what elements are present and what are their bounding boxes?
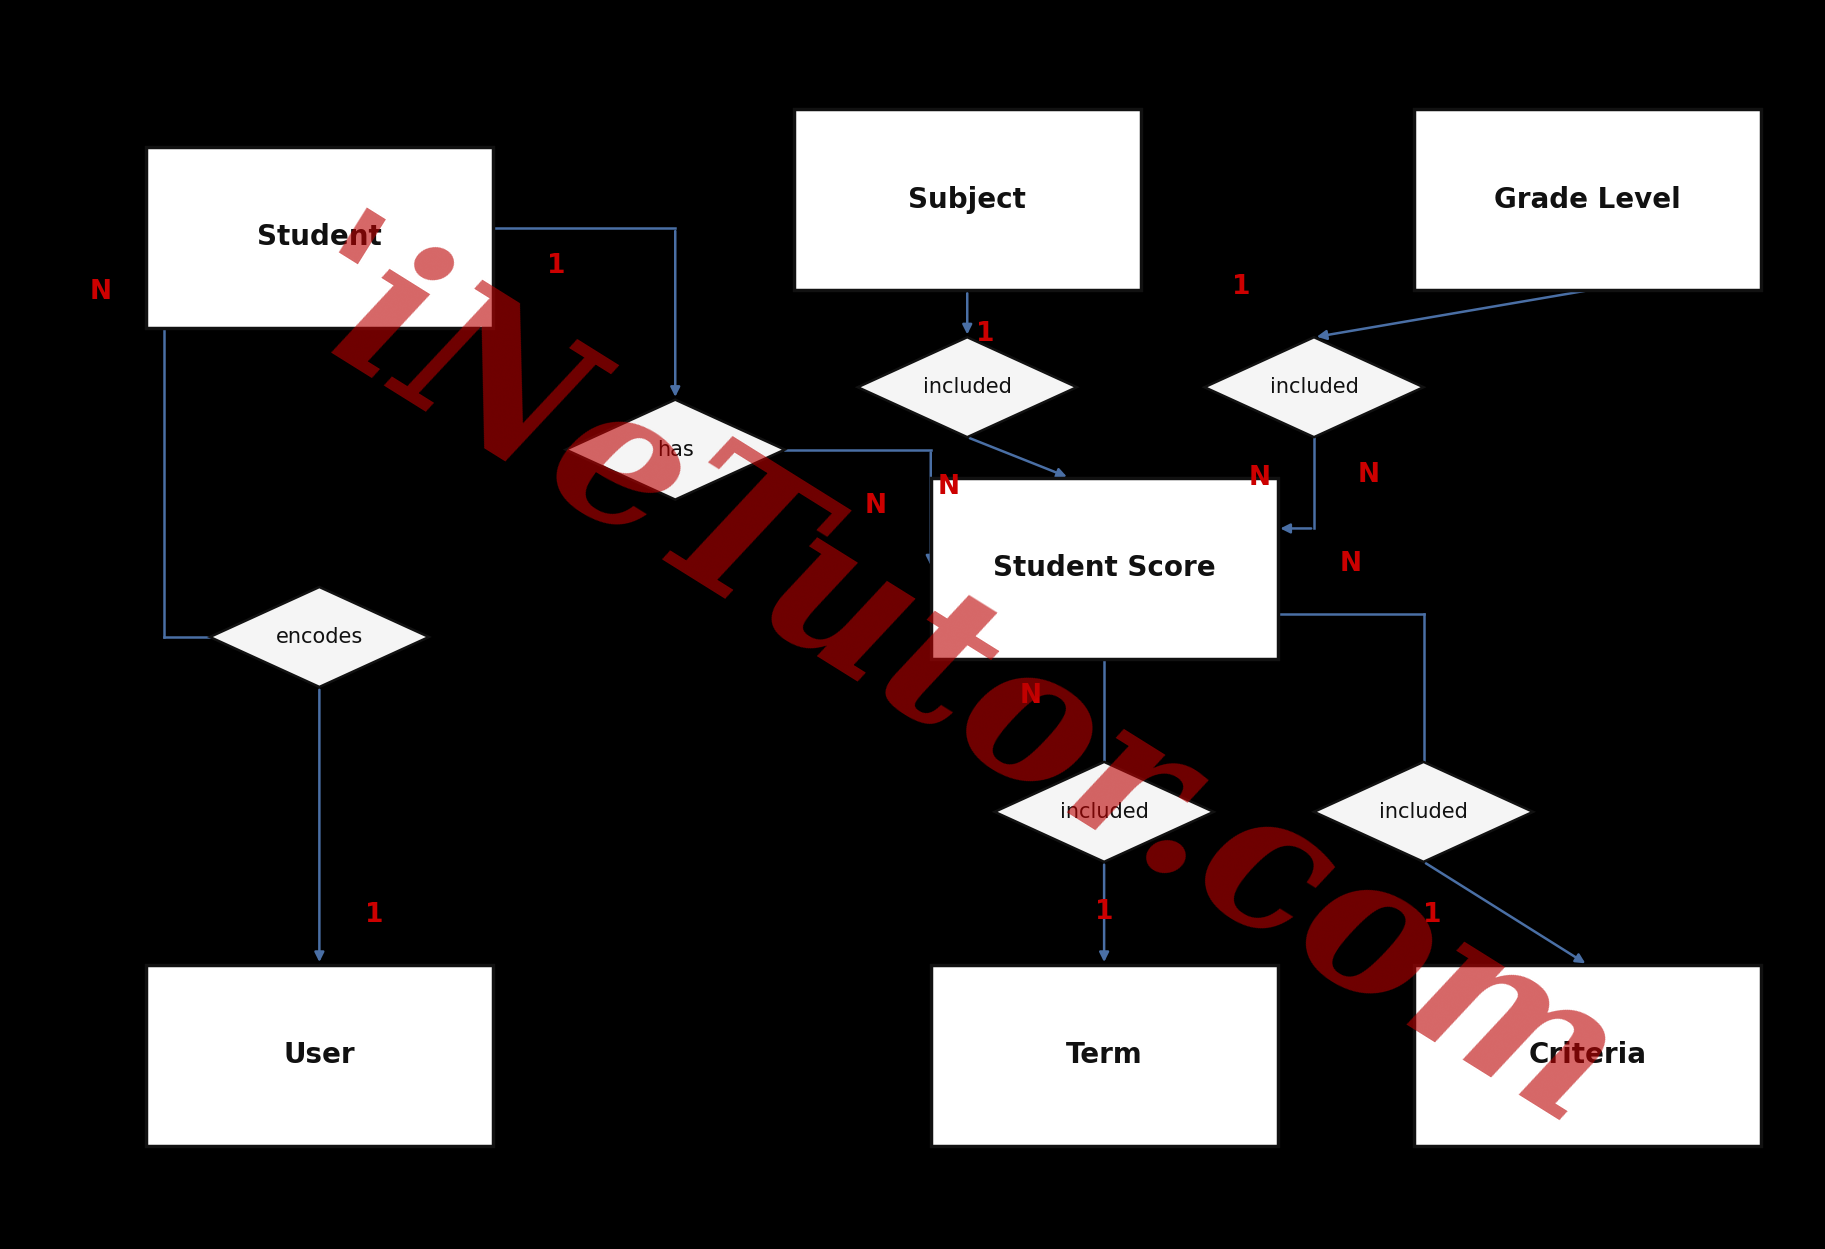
Polygon shape (566, 400, 785, 500)
Text: 1: 1 (1424, 902, 1442, 928)
Text: Term: Term (1066, 1042, 1142, 1069)
Text: 1: 1 (1232, 275, 1250, 300)
Polygon shape (858, 337, 1077, 437)
Text: Grade Level: Grade Level (1495, 186, 1681, 214)
Polygon shape (210, 587, 429, 687)
Text: encodes: encodes (276, 627, 363, 647)
FancyBboxPatch shape (146, 964, 493, 1147)
FancyBboxPatch shape (931, 964, 1278, 1147)
Text: 1: 1 (548, 252, 566, 279)
Text: N: N (1340, 551, 1361, 577)
Text: Criteria: Criteria (1529, 1042, 1646, 1069)
FancyBboxPatch shape (146, 147, 493, 328)
FancyBboxPatch shape (1414, 110, 1761, 291)
Text: Student: Student (257, 224, 381, 251)
Text: included: included (1060, 802, 1148, 822)
FancyBboxPatch shape (931, 477, 1278, 659)
Text: Student Score: Student Score (993, 555, 1215, 582)
Text: N: N (1020, 683, 1042, 709)
Polygon shape (1204, 337, 1424, 437)
Text: 'iNeTutor.com: 'iNeTutor.com (250, 201, 1648, 1173)
Text: has: has (657, 440, 694, 460)
Text: included: included (1270, 377, 1358, 397)
Text: N: N (1248, 466, 1270, 492)
Text: 1: 1 (976, 321, 995, 347)
FancyBboxPatch shape (1414, 964, 1761, 1147)
Polygon shape (995, 762, 1214, 862)
Text: included: included (923, 377, 1011, 397)
Text: included: included (1380, 802, 1467, 822)
FancyBboxPatch shape (794, 110, 1141, 291)
Text: N: N (865, 493, 887, 518)
Text: 1: 1 (1095, 899, 1113, 924)
Text: User: User (283, 1042, 356, 1069)
Text: 1: 1 (365, 902, 383, 928)
Polygon shape (1314, 762, 1533, 862)
Text: N: N (938, 475, 960, 500)
Text: N: N (1358, 462, 1380, 487)
Text: Subject: Subject (909, 186, 1026, 214)
Text: N: N (89, 279, 111, 305)
